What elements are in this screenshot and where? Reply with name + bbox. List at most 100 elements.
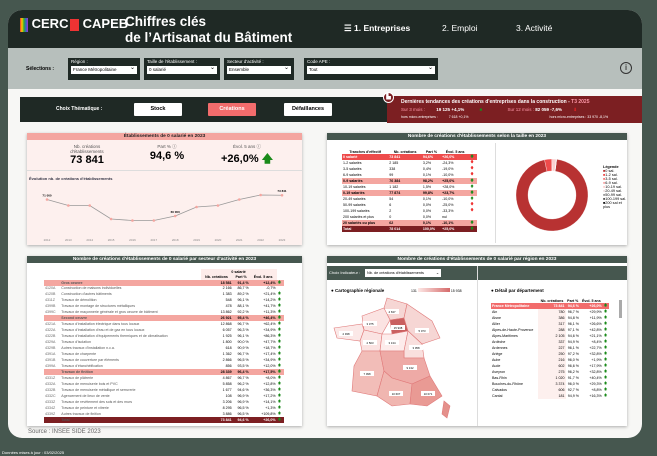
table-row: 4399A Travaux d'étanchéification 856 93,5 %…	[45, 362, 282, 368]
up-arrow-icon: 🡅	[277, 314, 282, 319]
data-point	[152, 219, 156, 222]
table-row: 200 salariés et plus 0 0,0% nul	[343, 214, 447, 219]
up-arrow-icon: 🡅	[470, 154, 474, 159]
data-label: 73 841	[277, 189, 287, 193]
dashboard: CERC CAPEB Chiffres clés de l’Artisanat d…	[8, 10, 642, 438]
table-row: 4311Z Travaux de démolition 548 96,1 % +14,2…	[45, 296, 282, 302]
table-row: 4333Z Travaux de revêtement des sols et d…	[45, 398, 282, 404]
table-row[interactable]: Allier 317 96,1 % +26,6% 🡅	[492, 321, 608, 328]
info-icon[interactable]: i	[620, 62, 632, 74]
x-tick-label: 2015	[108, 238, 115, 242]
table-row[interactable]: Alpes-Maritimes 2 105 94,6 % +21,1% 🡅	[492, 333, 608, 340]
up-arrow-icon: 🡅	[603, 303, 608, 308]
creations-button[interactable]: Créations	[208, 103, 256, 116]
table-row: 3-5 salariés 338 0,4% -19,0% 🡇	[343, 166, 474, 172]
table-row[interactable]: Aube 216 96,0 % +1,9% 🡅	[492, 357, 608, 364]
sector-panel: Nombre de créations d'établissements de …	[27, 256, 302, 426]
kpi-count: 73 841	[70, 154, 104, 166]
nav-activite[interactable]: 3. Activité	[516, 23, 553, 33]
table-row[interactable]: Alpes-de-Haute-Provence 288 97,1 % +42,8% 🡅	[492, 327, 608, 334]
region-shape[interactable]	[441, 400, 451, 419]
table-row[interactable]: Cantal 181 94,9 % +16,3% 🡅	[492, 393, 608, 400]
data-point	[195, 205, 198, 209]
up-arrow-icon: 🡅	[277, 380, 282, 385]
table-row[interactable]: Aveyron 275 96,2 % +32,8% 🡅	[492, 369, 608, 376]
table-row: 10-19 salariés 1 182 1,5% +28,0% 🡅	[343, 184, 474, 190]
table-row[interactable]: Calvados 606 92,7 % +8,8% 🡅	[492, 387, 608, 394]
up-arrow-icon: 🡅	[277, 392, 282, 397]
theme-bar: Choix Thématique : Stock Créations Défai…	[20, 97, 390, 122]
table-row[interactable]: Ariège 250 97,2 % +32,8% 🡅	[492, 351, 608, 358]
up-arrow-icon: 🡅	[277, 279, 282, 284]
size-panel: Nombre de créations d'établissements sel…	[327, 133, 627, 245]
table-row[interactable]: Ardèche 337 94,9 % +8,4% 🡅	[492, 339, 608, 346]
column-header: Part %	[232, 274, 250, 280]
stock-button[interactable]: Stock	[134, 103, 182, 116]
legend-item: ■50-99 sal.	[603, 193, 622, 197]
table-row: 4329B Autres travaux d'installation n.c.a…	[45, 344, 282, 350]
table-row: 4322B Travaux d'installation d'équipement…	[45, 332, 282, 338]
page-title: Chiffres clés de l’Artisanat du Bâtiment	[125, 14, 293, 45]
up-arrow-icon: 🡅	[603, 363, 608, 368]
scrollbar[interactable]	[619, 300, 622, 318]
table-row[interactable]: Aisne 386 94,8 % +11,9% 🡅	[492, 315, 608, 322]
table-row: 4321A Travaux d'installation électrique d…	[45, 320, 282, 326]
up-arrow-icon: 🡅	[470, 196, 474, 201]
table-row[interactable]: Ardennes 227 96,1 % +22,7% 🡅	[492, 345, 608, 352]
nav-entreprises[interactable]: ☰ 1. Entreprises	[344, 23, 411, 33]
sector-filter[interactable]: Secteur d'activité : Ensemble	[224, 58, 294, 80]
table-row[interactable]: Aude 602 96,6 % +17,9% 🡅	[492, 363, 608, 370]
table-row: Travaux de finition 28 339 96,4 % +17,5% 🡅	[44, 368, 284, 375]
table-row: 0 salarié 73 841 94,6% +26,0% 🡅	[342, 154, 477, 161]
header: CERC CAPEB Chiffres clés de l’Artisanat d…	[8, 10, 642, 48]
ape-filter[interactable]: Code APE : Tout	[304, 58, 438, 80]
table-row: 4334Z Travaux de peinture et vitrerie 8 29…	[45, 404, 282, 410]
table-row[interactable]: Bas-Rhin 1 020 91,7 % +40,4% 🡅	[492, 375, 608, 382]
department-table: Nb. créations Part % Évol. 5 ans France Mét…	[491, 298, 609, 400]
up-arrow-icon: 🡅	[603, 315, 608, 320]
data-label: 60 000	[171, 210, 181, 214]
x-tick-label: 2019	[193, 238, 200, 242]
table-row: Gros oeuvre 18 581 91,4 % +12,4% 🡅	[44, 279, 284, 286]
x-tick-label: 2014	[86, 238, 93, 242]
up-arrow-icon: 🡅	[277, 416, 282, 421]
x-tick-label: 2022	[257, 238, 264, 242]
up-arrow-icon: 🡅	[277, 398, 282, 403]
table-row[interactable]: Bouches-du-Rhône 3 374 96,0 % +29,3% 🡅	[492, 381, 608, 388]
size-filter[interactable]: Taille de l'établissement :0 salarié	[144, 58, 220, 80]
menu-icon[interactable]: ☰	[344, 23, 352, 33]
data-point	[173, 214, 177, 218]
up-arrow-icon: 🡅	[277, 344, 282, 349]
legend: Légende ■0 sal. ■1-2 sal. ■3-5 sal. ■6-9 sal…	[603, 165, 627, 209]
region-filter[interactable]: Région : France Métropolitaine	[68, 58, 140, 80]
data-point	[67, 204, 70, 207]
column-header: Nb. créations	[200, 274, 233, 280]
table-row: 4391B Travaux de couverture par éléments 2…	[45, 356, 282, 362]
up-arrow-icon: 🡅	[277, 308, 282, 313]
up-arrow-icon: 🡅	[277, 362, 282, 367]
up-arrow-icon: 🡅	[603, 333, 608, 338]
group-header: 0 salarié	[200, 269, 277, 275]
region-value-label: 9 132	[407, 366, 414, 370]
table-row: Total 73 841 94,6 % +26,0% 🡅	[44, 416, 284, 423]
size-table: Tranches d'effectif Nb. créations Part % Év…	[342, 149, 477, 232]
indicator-select[interactable]: Nb. de créations d'établissements ⌄	[365, 269, 441, 277]
up-arrow-icon: 🡅	[603, 351, 608, 356]
nav-emploi[interactable]: 2. Emploi	[442, 23, 478, 33]
update-date: Données mises à jour : 03/02/2025	[2, 450, 65, 455]
legend-item: ■3-5 sal.	[603, 177, 618, 181]
data-point	[216, 204, 220, 207]
down-arrow-icon: 🡇	[470, 172, 474, 177]
table-row: 4331Z Travaux de plâtrerie 4 867 96,7 % +8,0…	[45, 374, 282, 380]
region-value-label: 3 375	[367, 322, 374, 326]
region-map[interactable]: 4 637 3 375 15 938 5 073 2 938 2 503 3 134 3 05…	[332, 296, 457, 421]
legend-item: ■200 sal et plus	[603, 201, 622, 209]
table-row[interactable]: France Métropolitaine 73 841 94,6 % +26,0% 🡅	[491, 303, 609, 310]
table-row: 0-19 salariés 77 874 99,8% +23,7% 🡅	[342, 190, 477, 197]
kpi-evol: +26,0%	[221, 153, 259, 165]
table-row[interactable]: Ain 780 96,7 % +29,9% 🡅	[492, 309, 608, 316]
region-value-label: 2 503	[367, 341, 374, 345]
up-arrow-icon: 🡅	[470, 184, 474, 189]
theme-label: Choix Thématique :	[56, 106, 103, 112]
defaillances-button[interactable]: Défaillances	[284, 103, 332, 116]
